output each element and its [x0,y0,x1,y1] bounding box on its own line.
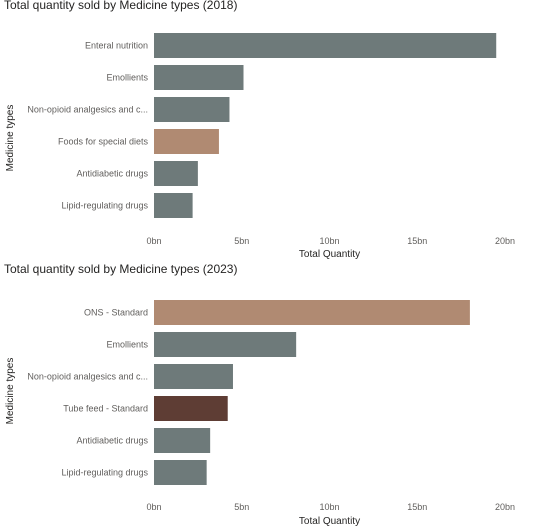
chart-panel-2018: Total quantity sold by Medicine types (2… [0,0,554,262]
category-label: Lipid-regulating drugs [61,201,148,211]
x-tick-label: 20bn [495,236,515,246]
x-tick-label: 15bn [407,502,427,512]
chart-title: Total quantity sold by Medicine types (2… [4,0,238,12]
x-axis-title: Total Quantity [299,249,360,260]
bar[interactable] [154,332,297,357]
bar[interactable] [154,129,219,154]
x-tick-label: 5bn [234,502,249,512]
bar[interactable] [154,396,228,421]
category-label: ONS - Standard [84,308,148,318]
category-label: Enteral nutrition [85,41,148,51]
category-label: Non-opioid analgesics and c... [27,372,148,382]
x-tick-label: 0bn [146,236,161,246]
category-label: Emollients [106,340,148,350]
bar-chart-2018: Enteral nutrition Emollients Non-opioid an… [5,33,515,260]
bar[interactable] [154,65,244,90]
x-tick-label: 10bn [319,236,339,246]
category-label: Tube feed - Standard [63,404,148,414]
bar[interactable] [154,193,193,218]
category-label: Lipid-regulating drugs [61,468,148,478]
category-label: Non-opioid analgesics and c... [27,105,148,115]
category-label: Emollients [106,73,148,83]
category-label: Foods for special diets [58,137,149,147]
chart-title: Total quantity sold by Medicine types (2… [4,262,238,276]
x-axis-title: Total Quantity [299,516,360,527]
bar[interactable] [154,33,497,58]
y-axis-title: Medicine types [5,358,16,425]
x-tick-label: 20bn [495,502,515,512]
y-axis-title: Medicine types [5,105,16,172]
x-tick-label: 5bn [234,236,249,246]
chart-panel-2023: Total quantity sold by Medicine types (2… [0,262,554,528]
bar[interactable] [154,161,198,186]
category-label: Antidiabetic drugs [76,169,148,179]
bar[interactable] [154,300,470,325]
bar[interactable] [154,97,230,122]
bar[interactable] [154,428,211,453]
bar[interactable] [154,460,207,485]
category-label: Antidiabetic drugs [76,436,148,446]
bar-chart-2023: ONS - Standard Emollients Non-opioid analg… [5,300,515,527]
bar[interactable] [154,364,233,389]
x-tick-label: 15bn [407,236,427,246]
x-tick-label: 10bn [319,502,339,512]
x-tick-label: 0bn [146,502,161,512]
